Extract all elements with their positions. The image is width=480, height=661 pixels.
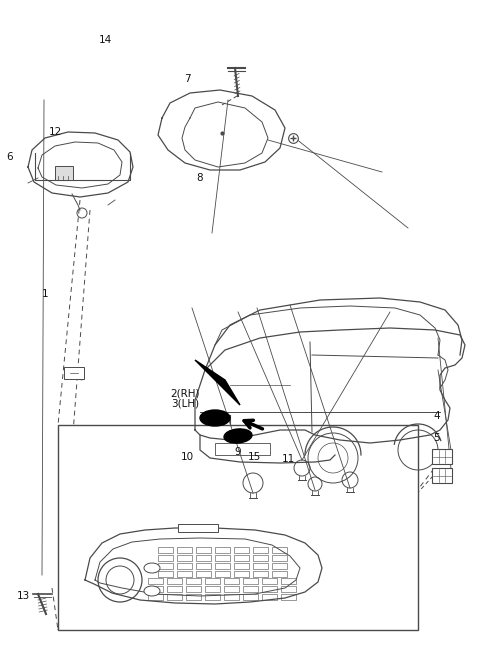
Text: 10: 10	[180, 452, 194, 463]
Bar	[167, 586, 182, 592]
Bar	[196, 555, 211, 561]
Text: 2(RH): 2(RH)	[170, 388, 200, 399]
Bar	[234, 555, 249, 561]
Ellipse shape	[144, 563, 160, 573]
Bar	[224, 594, 239, 600]
Bar	[262, 594, 277, 600]
Text: 11: 11	[281, 454, 295, 465]
Bar	[148, 578, 163, 584]
Bar	[196, 571, 211, 577]
Bar	[234, 571, 249, 577]
Bar	[158, 547, 173, 553]
Bar	[234, 547, 249, 553]
Bar	[281, 578, 296, 584]
Text: 5: 5	[433, 432, 440, 443]
Text: 12: 12	[48, 127, 62, 137]
Bar	[177, 547, 192, 553]
Ellipse shape	[200, 410, 230, 426]
Bar	[158, 571, 173, 577]
Bar	[215, 555, 230, 561]
Text: 6: 6	[6, 152, 13, 163]
Bar	[55, 166, 73, 180]
Text: 13: 13	[16, 591, 30, 602]
Bar	[215, 443, 270, 455]
Text: 7: 7	[184, 74, 191, 85]
Bar	[205, 578, 220, 584]
Bar	[215, 563, 230, 569]
Bar	[262, 578, 277, 584]
Bar	[253, 547, 268, 553]
Text: 1: 1	[42, 289, 49, 299]
Polygon shape	[195, 360, 240, 405]
FancyBboxPatch shape	[432, 449, 452, 464]
Bar	[178, 524, 218, 532]
Bar	[148, 594, 163, 600]
Bar	[224, 586, 239, 592]
Bar	[272, 547, 287, 553]
Bar	[224, 578, 239, 584]
Bar	[215, 571, 230, 577]
Bar	[234, 563, 249, 569]
Bar	[186, 594, 201, 600]
Bar	[272, 571, 287, 577]
Bar	[272, 563, 287, 569]
Bar	[177, 563, 192, 569]
Text: 4: 4	[433, 411, 440, 422]
Bar	[58, 425, 418, 630]
Text: 15: 15	[248, 452, 261, 463]
Bar	[167, 594, 182, 600]
Bar	[196, 547, 211, 553]
Bar	[272, 555, 287, 561]
Text: 9: 9	[234, 447, 241, 457]
Bar	[215, 547, 230, 553]
Text: 3(LH): 3(LH)	[171, 398, 199, 408]
FancyBboxPatch shape	[432, 468, 452, 483]
Bar	[167, 578, 182, 584]
Bar	[148, 586, 163, 592]
Bar	[281, 594, 296, 600]
Bar	[253, 563, 268, 569]
Ellipse shape	[144, 586, 160, 596]
Bar	[253, 571, 268, 577]
Bar	[205, 594, 220, 600]
Bar	[262, 586, 277, 592]
Bar	[243, 594, 258, 600]
Bar	[186, 578, 201, 584]
Bar	[186, 586, 201, 592]
Bar	[205, 586, 220, 592]
Bar	[243, 578, 258, 584]
Bar	[177, 555, 192, 561]
Text: 8: 8	[196, 173, 203, 184]
Bar	[158, 563, 173, 569]
FancyBboxPatch shape	[64, 367, 84, 379]
Ellipse shape	[224, 429, 252, 443]
Bar	[177, 571, 192, 577]
Bar	[281, 586, 296, 592]
Bar	[243, 586, 258, 592]
Bar	[158, 555, 173, 561]
Bar	[196, 563, 211, 569]
Text: 14: 14	[99, 34, 112, 45]
Bar	[253, 555, 268, 561]
